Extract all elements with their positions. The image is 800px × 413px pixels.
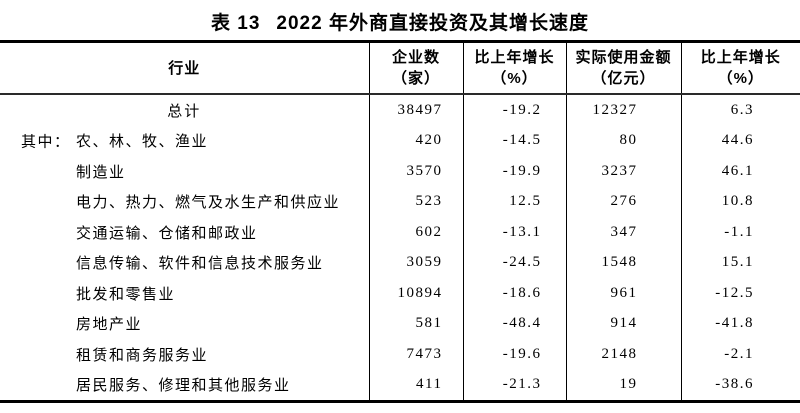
growth2-cell: -12.5 [680,278,800,309]
enterprises-cell: 420 [368,125,463,156]
table-row: 批发和零售业 10894 -18.6 961 -12.5 [0,278,800,309]
industry-cell: 其中： 农、林、牧、渔业 [0,126,369,157]
enterprises-cell: 3059 [368,247,463,278]
table-row: 房地产业 581 -48.4 914 -41.8 [0,308,800,340]
col-header-enterprises-label: 企业数 [391,49,440,66]
industry-label: 制造业 [76,164,126,181]
col-header-growth1-label: 比上年增长 [474,49,555,66]
page-title: 表 13 2022 年外商直接投资及其增长速度 [0,0,800,40]
col-header-industry: 行业 [0,41,369,95]
growth2-cell: 10.8 [680,186,800,217]
industry-cell: 交通运输、仓储和邮政业 [0,217,369,248]
table-row: 其中： 农、林、牧、渔业 420 -14.5 80 44.6 [0,125,800,157]
industry-cell: 租赁和商务服务业 [0,339,369,370]
industry-label: 电力、热力、燃气及水生产和供应业 [76,195,341,212]
col-header-industry-label: 行业 [168,59,201,77]
industry-label: 批发和零售业 [76,286,176,303]
industry-label: 交通运输、仓储和邮政业 [76,225,258,242]
table-row: 电力、热力、燃气及水生产和供应业 523 12.5 276 10.8 [0,186,800,218]
col-header-enterprises: 企业数 （家） [368,41,463,95]
enterprises-cell: 411 [368,369,463,402]
industry-cell: 制造业 [0,156,369,187]
industry-label: 总计 [167,103,202,120]
amount-cell: 1548 [565,247,681,278]
amount-cell: 80 [565,125,681,156]
growth2-cell: 15.1 [680,247,800,278]
col-header-amount-unit: （亿元） [591,70,656,87]
growth2-cell: 6.3 [680,94,800,126]
amount-cell: 961 [565,278,681,309]
industry-label: 农、林、牧、渔业 [76,134,209,151]
table-row: 制造业 3570 -19.9 3237 46.1 [0,156,800,187]
enterprises-cell: 581 [368,308,463,339]
enterprises-cell: 3570 [368,156,463,187]
industry-label: 房地产业 [76,317,143,334]
among-which-label: 其中： [21,134,71,151]
growth2-cell: 44.6 [680,125,800,156]
amount-cell: 2148 [565,339,681,370]
amount-cell: 347 [565,217,681,248]
growth1-cell: -24.5 [462,247,566,278]
table-row: 信息传输、软件和信息技术服务业 3059 -24.5 1548 15.1 [0,247,800,279]
growth1-cell: -48.4 [462,308,566,339]
col-header-growth2: 比上年增长 （%） [680,41,800,95]
table-row: 居民服务、修理和其他服务业 411 -21.3 19 -38.6 [0,369,800,402]
amount-cell: 3237 [565,156,681,187]
growth2-cell: -1.1 [680,217,800,248]
col-header-growth2-unit: （%） [717,70,764,87]
col-header-growth2-label: 比上年增长 [700,49,781,66]
industry-label: 居民服务、修理和其他服务业 [76,378,291,395]
growth2-cell: -38.6 [680,369,800,402]
amount-cell: 12327 [565,94,681,126]
enterprises-cell: 523 [368,186,463,217]
amount-cell: 276 [565,186,681,217]
table-title-text: 2022 年外商直接投资及其增长速度 [276,13,589,34]
industry-label: 租赁和商务服务业 [76,347,209,364]
industry-label: 信息传输、软件和信息技术服务业 [76,256,324,273]
enterprises-cell: 38497 [368,94,463,126]
enterprises-cell: 602 [368,217,463,248]
enterprises-cell: 10894 [368,278,463,309]
growth1-cell: 12.5 [462,186,566,217]
growth2-cell: 46.1 [680,156,800,187]
industry-cell: 总计 [0,94,369,126]
table-row: 交通运输、仓储和邮政业 602 -13.1 347 -1.1 [0,217,800,248]
growth1-cell: -19.6 [462,339,566,370]
growth1-cell: -21.3 [462,369,566,402]
industry-cell: 信息传输、软件和信息技术服务业 [0,248,369,279]
table-number-label: 表 13 [211,13,261,34]
col-header-growth1-unit: （%） [491,70,538,87]
amount-cell: 19 [565,369,681,402]
growth1-cell: -18.6 [462,278,566,309]
growth1-cell: -14.5 [462,125,566,156]
col-header-growth1: 比上年增长 （%） [462,41,566,95]
growth1-cell: -13.1 [462,217,566,248]
growth1-cell: -19.9 [462,156,566,187]
amount-cell: 914 [565,308,681,339]
industry-cell: 电力、热力、燃气及水生产和供应业 [0,187,369,218]
industry-cell: 房地产业 [0,309,369,340]
col-header-enterprises-unit: （家） [391,70,440,87]
col-header-amount-label: 实际使用金额 [575,49,672,66]
growth2-cell: -41.8 [680,308,800,339]
fdi-table: 行业 企业数 （家） 比上年增长 （%） 实际使用金额 （亿元） 比上年增长 （… [0,40,800,403]
industry-cell: 居民服务、修理和其他服务业 [0,370,369,402]
col-header-amount: 实际使用金额 （亿元） [565,41,681,95]
table-row: 租赁和商务服务业 7473 -19.6 2148 -2.1 [0,339,800,370]
industry-cell: 批发和零售业 [0,278,369,309]
table-row: 总计 38497 -19.2 12327 6.3 [0,94,800,126]
header-row: 行业 企业数 （家） 比上年增长 （%） 实际使用金额 （亿元） 比上年增长 （… [0,41,800,95]
enterprises-cell: 7473 [368,339,463,370]
growth1-cell: -19.2 [462,94,566,126]
growth2-cell: -2.1 [680,339,800,370]
